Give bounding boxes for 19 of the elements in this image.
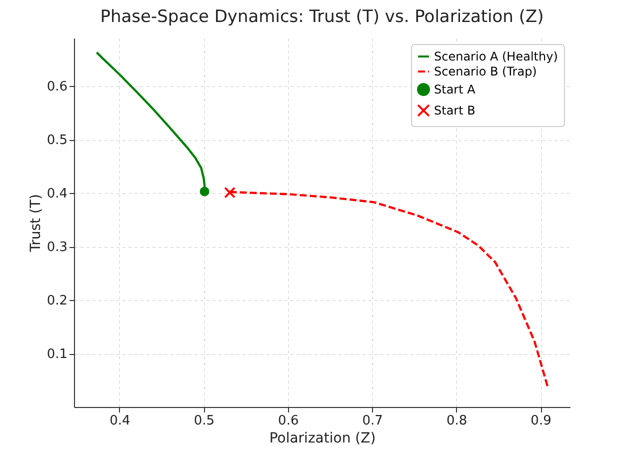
y-tick-label: 0.3: [46, 240, 68, 256]
x-tick-label: 0.9: [530, 414, 552, 428]
legend-label: Scenario B (Trap): [434, 64, 537, 78]
legend-label: Start A: [434, 82, 476, 96]
y-tick-label: 0.2: [46, 294, 68, 309]
x-axis-title: Polarization (Z): [269, 430, 376, 446]
y-tick-label: 0.6: [46, 80, 68, 95]
y-axis-title: Trust (T): [28, 194, 44, 253]
x-tick-label: 0.8: [446, 414, 468, 428]
legend-label: Scenario A (Healthy): [434, 50, 558, 64]
legend-label: Start B: [434, 104, 476, 118]
y-tick-label: 0.4: [46, 186, 68, 202]
x-tick-label: 0.5: [194, 414, 215, 428]
x-tick-label: 0.4: [110, 414, 130, 428]
x-tick-label: 0.7: [362, 414, 383, 428]
y-tick-label: 0.5: [46, 133, 68, 148]
y-tick-label: 0.1: [46, 347, 68, 362]
chart-title: Phase-Space Dynamics: Trust (T) vs. Polarization (Z): [100, 7, 544, 27]
x-tick-label: 0.6: [278, 414, 299, 428]
